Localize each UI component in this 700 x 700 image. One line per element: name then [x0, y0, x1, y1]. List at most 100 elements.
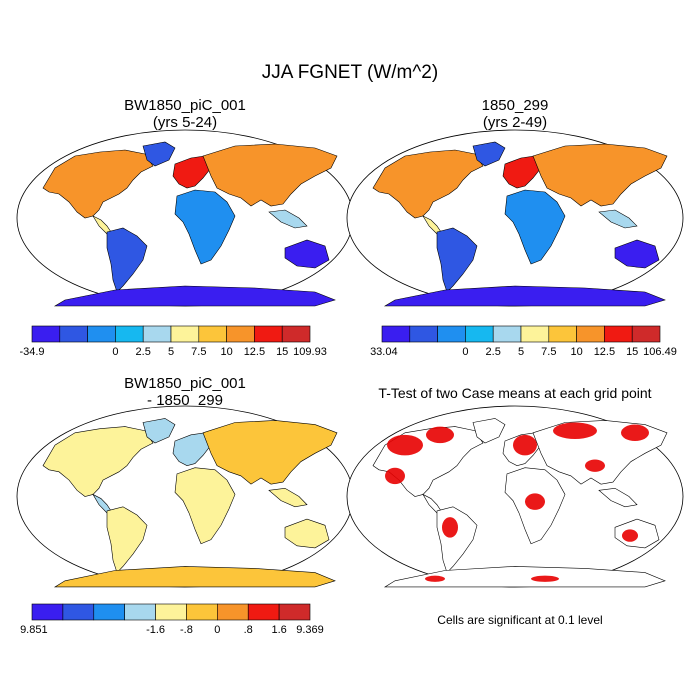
colorbar-box: [142, 325, 172, 343]
continent-greenland: [472, 141, 506, 167]
continent-antarctica: [53, 566, 336, 588]
panel-title-diff-line1: BW1850_piC_001: [124, 375, 246, 392]
colorbar-box: [87, 325, 116, 343]
significance-note: Cells are significant at 0.1 level: [437, 613, 603, 627]
figure-title: JJA FGNET (W/m^2): [261, 62, 439, 83]
colorbar-label: -1.6: [146, 624, 165, 636]
colorbar-label: 109.93: [293, 346, 327, 358]
colorbar-box: [170, 325, 200, 343]
colorbar-label: 2.5: [136, 346, 151, 358]
colorbar-diff: -9.851 -1.6 -.8 0 .8 1.6 9.369: [20, 603, 324, 636]
significant-cell-region: [525, 493, 545, 510]
colorbar-box: [155, 603, 187, 621]
continent-southeast-asia: [598, 209, 638, 229]
colorbar-box: [281, 325, 311, 343]
colorbar-box: [31, 603, 64, 621]
panel-title-case1: BW1850_piC_001 (yrs 5-24): [20, 97, 350, 131]
continent-australia: [284, 518, 330, 549]
colorbar-label: 5: [168, 346, 174, 358]
panel-title-case1-line1: BW1850_piC_001: [124, 97, 246, 114]
continent-australia: [284, 239, 330, 269]
map-ttest: [346, 405, 684, 588]
colorbar-label: 7.5: [541, 346, 556, 358]
continent-greenland: [472, 418, 506, 444]
colorbar-box: [186, 603, 218, 621]
colorbar-box: [217, 603, 249, 621]
colorbar-box: [115, 325, 144, 343]
colorbar-label: .8: [244, 624, 253, 636]
colorbar-box: [604, 325, 633, 343]
colorbar-label: 15: [626, 346, 638, 358]
continent-europe: [172, 432, 212, 466]
colorbar-label: 1.6: [271, 624, 286, 636]
significant-cell-region: [531, 575, 559, 582]
colorbar-box: [409, 325, 438, 343]
colorbar-label: 0: [214, 624, 220, 636]
colorbar-box: [59, 325, 88, 343]
continent-asia: [202, 143, 338, 207]
continent-asia: [532, 143, 668, 207]
colorbar-box: [492, 325, 522, 343]
continent-southeast-asia: [268, 487, 308, 508]
colorbar-label: 0: [112, 346, 118, 358]
colorbar-box: [465, 325, 494, 343]
significant-cell-region: [553, 422, 597, 439]
continent-europe: [502, 155, 542, 189]
map-case1: [16, 129, 354, 307]
continent-antarctica: [383, 285, 666, 307]
colorbar-label: -.8: [180, 624, 193, 636]
panel-title-case2: 1850_299 (yrs 2-49): [350, 97, 680, 131]
significant-cell-region: [387, 434, 423, 456]
continent-south-america: [106, 227, 148, 293]
significant-cell-region: [385, 467, 405, 485]
colorbar-label: 7.5: [191, 346, 206, 358]
significant-cell-region: [425, 575, 445, 582]
panel-title-diff: BW1850_piC_001 - 1850_299: [20, 375, 350, 409]
colorbar-box: [278, 603, 311, 621]
significant-cell-region: [621, 424, 649, 442]
colorbar-label: 9.369: [296, 624, 324, 636]
colorbar-box: [520, 325, 550, 343]
significant-cell-region: [426, 426, 454, 444]
colorbar-box: [226, 325, 255, 343]
colorbar-label: 2.5: [486, 346, 501, 358]
continent-europe: [172, 155, 212, 189]
colorbar-box: [381, 325, 411, 343]
continent-north-america: [42, 149, 154, 219]
continent-africa: [174, 189, 236, 265]
significant-cell-region: [513, 434, 537, 456]
panel-title-case2-line1: 1850_299: [481, 97, 549, 114]
significant-cell-region: [585, 459, 605, 472]
continent-africa: [504, 189, 566, 265]
significant-cell-region: [442, 517, 458, 538]
colorbar-box: [247, 603, 280, 621]
continent-north-america: [372, 149, 484, 219]
colorbar-label: 15: [276, 346, 288, 358]
continent-south-america: [436, 227, 478, 293]
colorbar-label: 12.5: [244, 346, 265, 358]
colorbar-box: [31, 325, 61, 343]
map-diff: [16, 405, 354, 588]
colorbar-box: [576, 325, 605, 343]
colorbar-label: 10: [220, 346, 232, 358]
continent-greenland: [142, 418, 176, 444]
colorbar-box: [437, 325, 466, 343]
colorbar-case1: -34.9 0 2.5 5 7.5 10 12.5 15 109.93: [20, 325, 327, 358]
colorbar-label: 106.49: [643, 346, 677, 358]
continent-australia: [614, 239, 660, 269]
colorbar-label: 5: [518, 346, 524, 358]
panel-title-ttest: T-Test of two Case means at each grid po…: [345, 385, 685, 402]
panel-title-case2-line2: (yrs 2-49): [482, 114, 548, 131]
colorbar-box: [198, 325, 227, 343]
colorbar-box: [93, 603, 125, 621]
continent-africa: [174, 467, 236, 545]
colorbar-label: 10: [570, 346, 582, 358]
colorbar-box: [124, 603, 156, 621]
panel-title-ttest-line1: T-Test of two Case means at each grid po…: [378, 385, 652, 401]
panel-title-case1-line2: (yrs 5-24): [152, 114, 218, 131]
colorbar-box: [548, 325, 577, 343]
colorbar-label: -33.04: [370, 346, 398, 358]
continent-southeast-asia: [268, 209, 308, 229]
continent-south-america: [106, 506, 148, 574]
significant-cell-region: [622, 529, 638, 542]
